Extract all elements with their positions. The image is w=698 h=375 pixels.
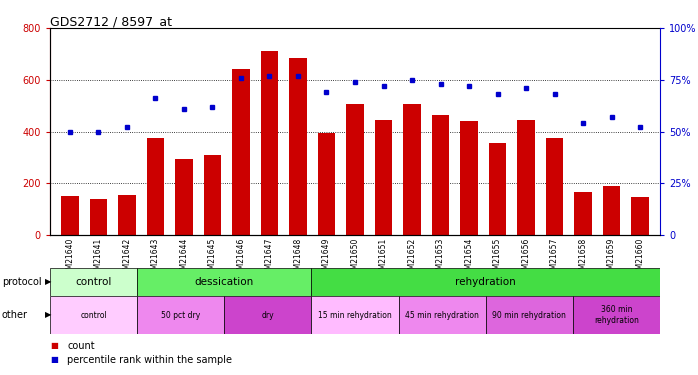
Bar — [204, 155, 221, 235]
Bar — [461, 121, 477, 235]
Text: dry: dry — [262, 310, 274, 320]
Bar — [403, 104, 421, 235]
Bar — [486, 296, 573, 334]
Bar — [137, 296, 224, 334]
Bar — [311, 296, 399, 334]
Text: 360 min
rehydration: 360 min rehydration — [594, 305, 639, 325]
Bar — [489, 143, 506, 235]
Bar — [261, 51, 278, 235]
Bar — [61, 196, 78, 235]
Bar — [573, 296, 660, 334]
Bar — [90, 199, 107, 235]
Bar — [175, 159, 193, 235]
Bar — [318, 133, 335, 235]
Text: percentile rank within the sample: percentile rank within the sample — [68, 355, 232, 365]
Text: GDS2712 / 8597_at: GDS2712 / 8597_at — [50, 15, 172, 28]
Bar — [346, 104, 364, 235]
Bar — [517, 120, 535, 235]
Text: 45 min rehydration: 45 min rehydration — [406, 310, 479, 320]
Text: count: count — [68, 341, 95, 351]
Bar — [603, 186, 620, 235]
Text: control: control — [80, 310, 107, 320]
Bar — [632, 198, 648, 235]
Bar — [224, 296, 311, 334]
Text: ■: ■ — [50, 341, 58, 350]
Text: ■: ■ — [50, 355, 58, 364]
Text: other: other — [2, 310, 28, 320]
Text: ▶: ▶ — [45, 278, 52, 286]
Text: control: control — [75, 277, 112, 287]
Text: 50 pct dry: 50 pct dry — [161, 310, 200, 320]
Bar — [574, 192, 592, 235]
Bar — [119, 195, 135, 235]
Bar — [290, 58, 306, 235]
Bar — [50, 268, 137, 296]
Text: dessication: dessication — [195, 277, 254, 287]
Bar — [375, 120, 392, 235]
Bar — [232, 69, 249, 235]
Bar — [311, 268, 660, 296]
Bar — [399, 296, 486, 334]
Bar — [147, 138, 164, 235]
Bar — [137, 268, 311, 296]
Bar — [432, 115, 449, 235]
Text: 15 min rehydration: 15 min rehydration — [318, 310, 392, 320]
Text: ▶: ▶ — [45, 310, 52, 320]
Bar — [546, 138, 563, 235]
Text: 90 min rehydration: 90 min rehydration — [492, 310, 566, 320]
Text: protocol: protocol — [2, 277, 42, 287]
Text: rehydration: rehydration — [455, 277, 516, 287]
Bar — [50, 296, 137, 334]
